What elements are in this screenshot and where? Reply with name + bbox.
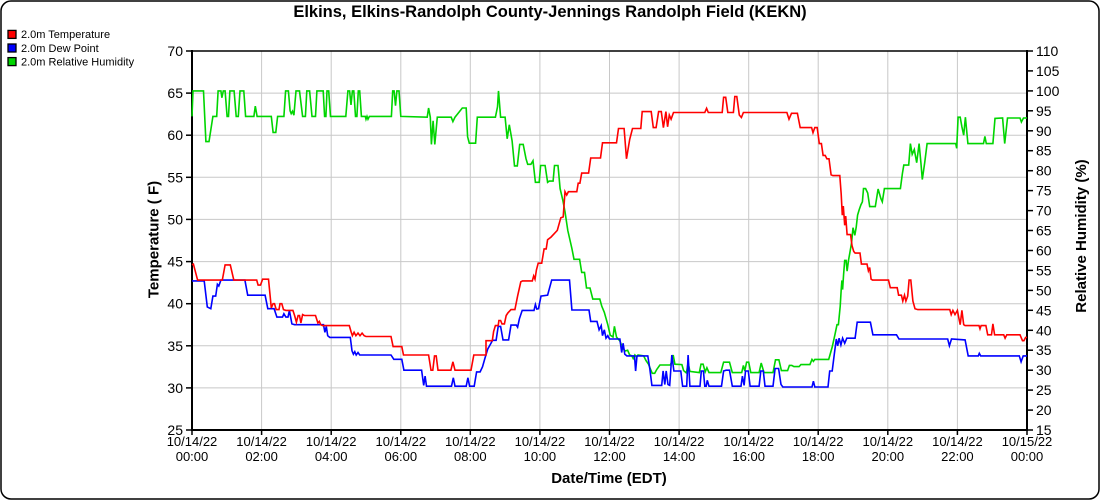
svg-text:10:00: 10:00 (524, 449, 557, 464)
svg-text:50: 50 (1036, 282, 1052, 298)
svg-text:35: 35 (167, 338, 183, 354)
svg-text:65: 65 (1036, 223, 1052, 239)
svg-text:10/14/22: 10/14/22 (793, 434, 844, 449)
svg-text:00:00: 00:00 (176, 449, 209, 464)
svg-text:110: 110 (1036, 43, 1059, 59)
svg-text:10/14/22: 10/14/22 (167, 434, 218, 449)
svg-text:10/14/22: 10/14/22 (932, 434, 983, 449)
svg-text:30: 30 (1036, 362, 1052, 378)
svg-text:18:00: 18:00 (802, 449, 835, 464)
svg-text:30: 30 (167, 380, 183, 396)
svg-text:06:00: 06:00 (385, 449, 418, 464)
svg-text:10/14/22: 10/14/22 (723, 434, 774, 449)
svg-text:105: 105 (1036, 63, 1060, 79)
svg-text:10/14/22: 10/14/22 (306, 434, 357, 449)
svg-text:10/14/22: 10/14/22 (654, 434, 705, 449)
svg-text:55: 55 (1036, 262, 1052, 278)
svg-text:50: 50 (167, 211, 183, 227)
svg-text:16:00: 16:00 (732, 449, 765, 464)
svg-text:22:00: 22:00 (941, 449, 974, 464)
svg-text:70: 70 (167, 43, 183, 59)
svg-text:10/14/22: 10/14/22 (584, 434, 635, 449)
svg-text:25: 25 (1036, 382, 1052, 398)
svg-text:00:00: 00:00 (1011, 449, 1044, 464)
svg-text:10/14/22: 10/14/22 (236, 434, 287, 449)
svg-text:Date/Time (EDT): Date/Time (EDT) (551, 470, 667, 487)
svg-text:10/15/22: 10/15/22 (1002, 434, 1053, 449)
svg-text:Relative Humidity (%): Relative Humidity (%) (1073, 159, 1090, 312)
svg-text:80: 80 (1036, 163, 1052, 179)
svg-text:04:00: 04:00 (315, 449, 348, 464)
svg-text:20: 20 (1036, 402, 1052, 418)
svg-text:2.0m Temperature: 2.0m Temperature (21, 29, 110, 41)
svg-text:2.0m Relative Humidity: 2.0m Relative Humidity (21, 56, 135, 68)
svg-text:60: 60 (1036, 243, 1052, 259)
svg-text:Temperature ( F): Temperature ( F) (146, 181, 163, 298)
svg-text:45: 45 (1036, 302, 1052, 318)
svg-text:55: 55 (167, 169, 183, 185)
svg-text:10/14/22: 10/14/22 (862, 434, 913, 449)
svg-text:10/14/22: 10/14/22 (515, 434, 566, 449)
svg-text:40: 40 (1036, 322, 1052, 338)
svg-text:25: 25 (167, 422, 183, 438)
svg-text:10/14/22: 10/14/22 (445, 434, 496, 449)
svg-text:40: 40 (167, 296, 183, 312)
svg-text:45: 45 (167, 254, 183, 270)
svg-text:15: 15 (1036, 422, 1052, 438)
svg-text:85: 85 (1036, 143, 1052, 159)
svg-text:75: 75 (1036, 183, 1052, 199)
svg-text:95: 95 (1036, 103, 1052, 119)
svg-text:02:00: 02:00 (245, 449, 278, 464)
svg-text:100: 100 (1036, 83, 1060, 99)
svg-text:08:00: 08:00 (454, 449, 487, 464)
svg-text:70: 70 (1036, 203, 1052, 219)
svg-text:2.0m Dew Point: 2.0m Dew Point (21, 43, 99, 55)
svg-text:65: 65 (167, 85, 183, 101)
svg-text:10/14/22: 10/14/22 (375, 434, 426, 449)
svg-text:35: 35 (1036, 342, 1052, 358)
svg-text:20:00: 20:00 (872, 449, 905, 464)
svg-text:90: 90 (1036, 123, 1052, 139)
svg-text:60: 60 (167, 127, 183, 143)
svg-text:12:00: 12:00 (593, 449, 626, 464)
svg-text:14:00: 14:00 (663, 449, 696, 464)
svg-text:Elkins, Elkins-Randolph County: Elkins, Elkins-Randolph County-Jennings … (293, 3, 806, 21)
